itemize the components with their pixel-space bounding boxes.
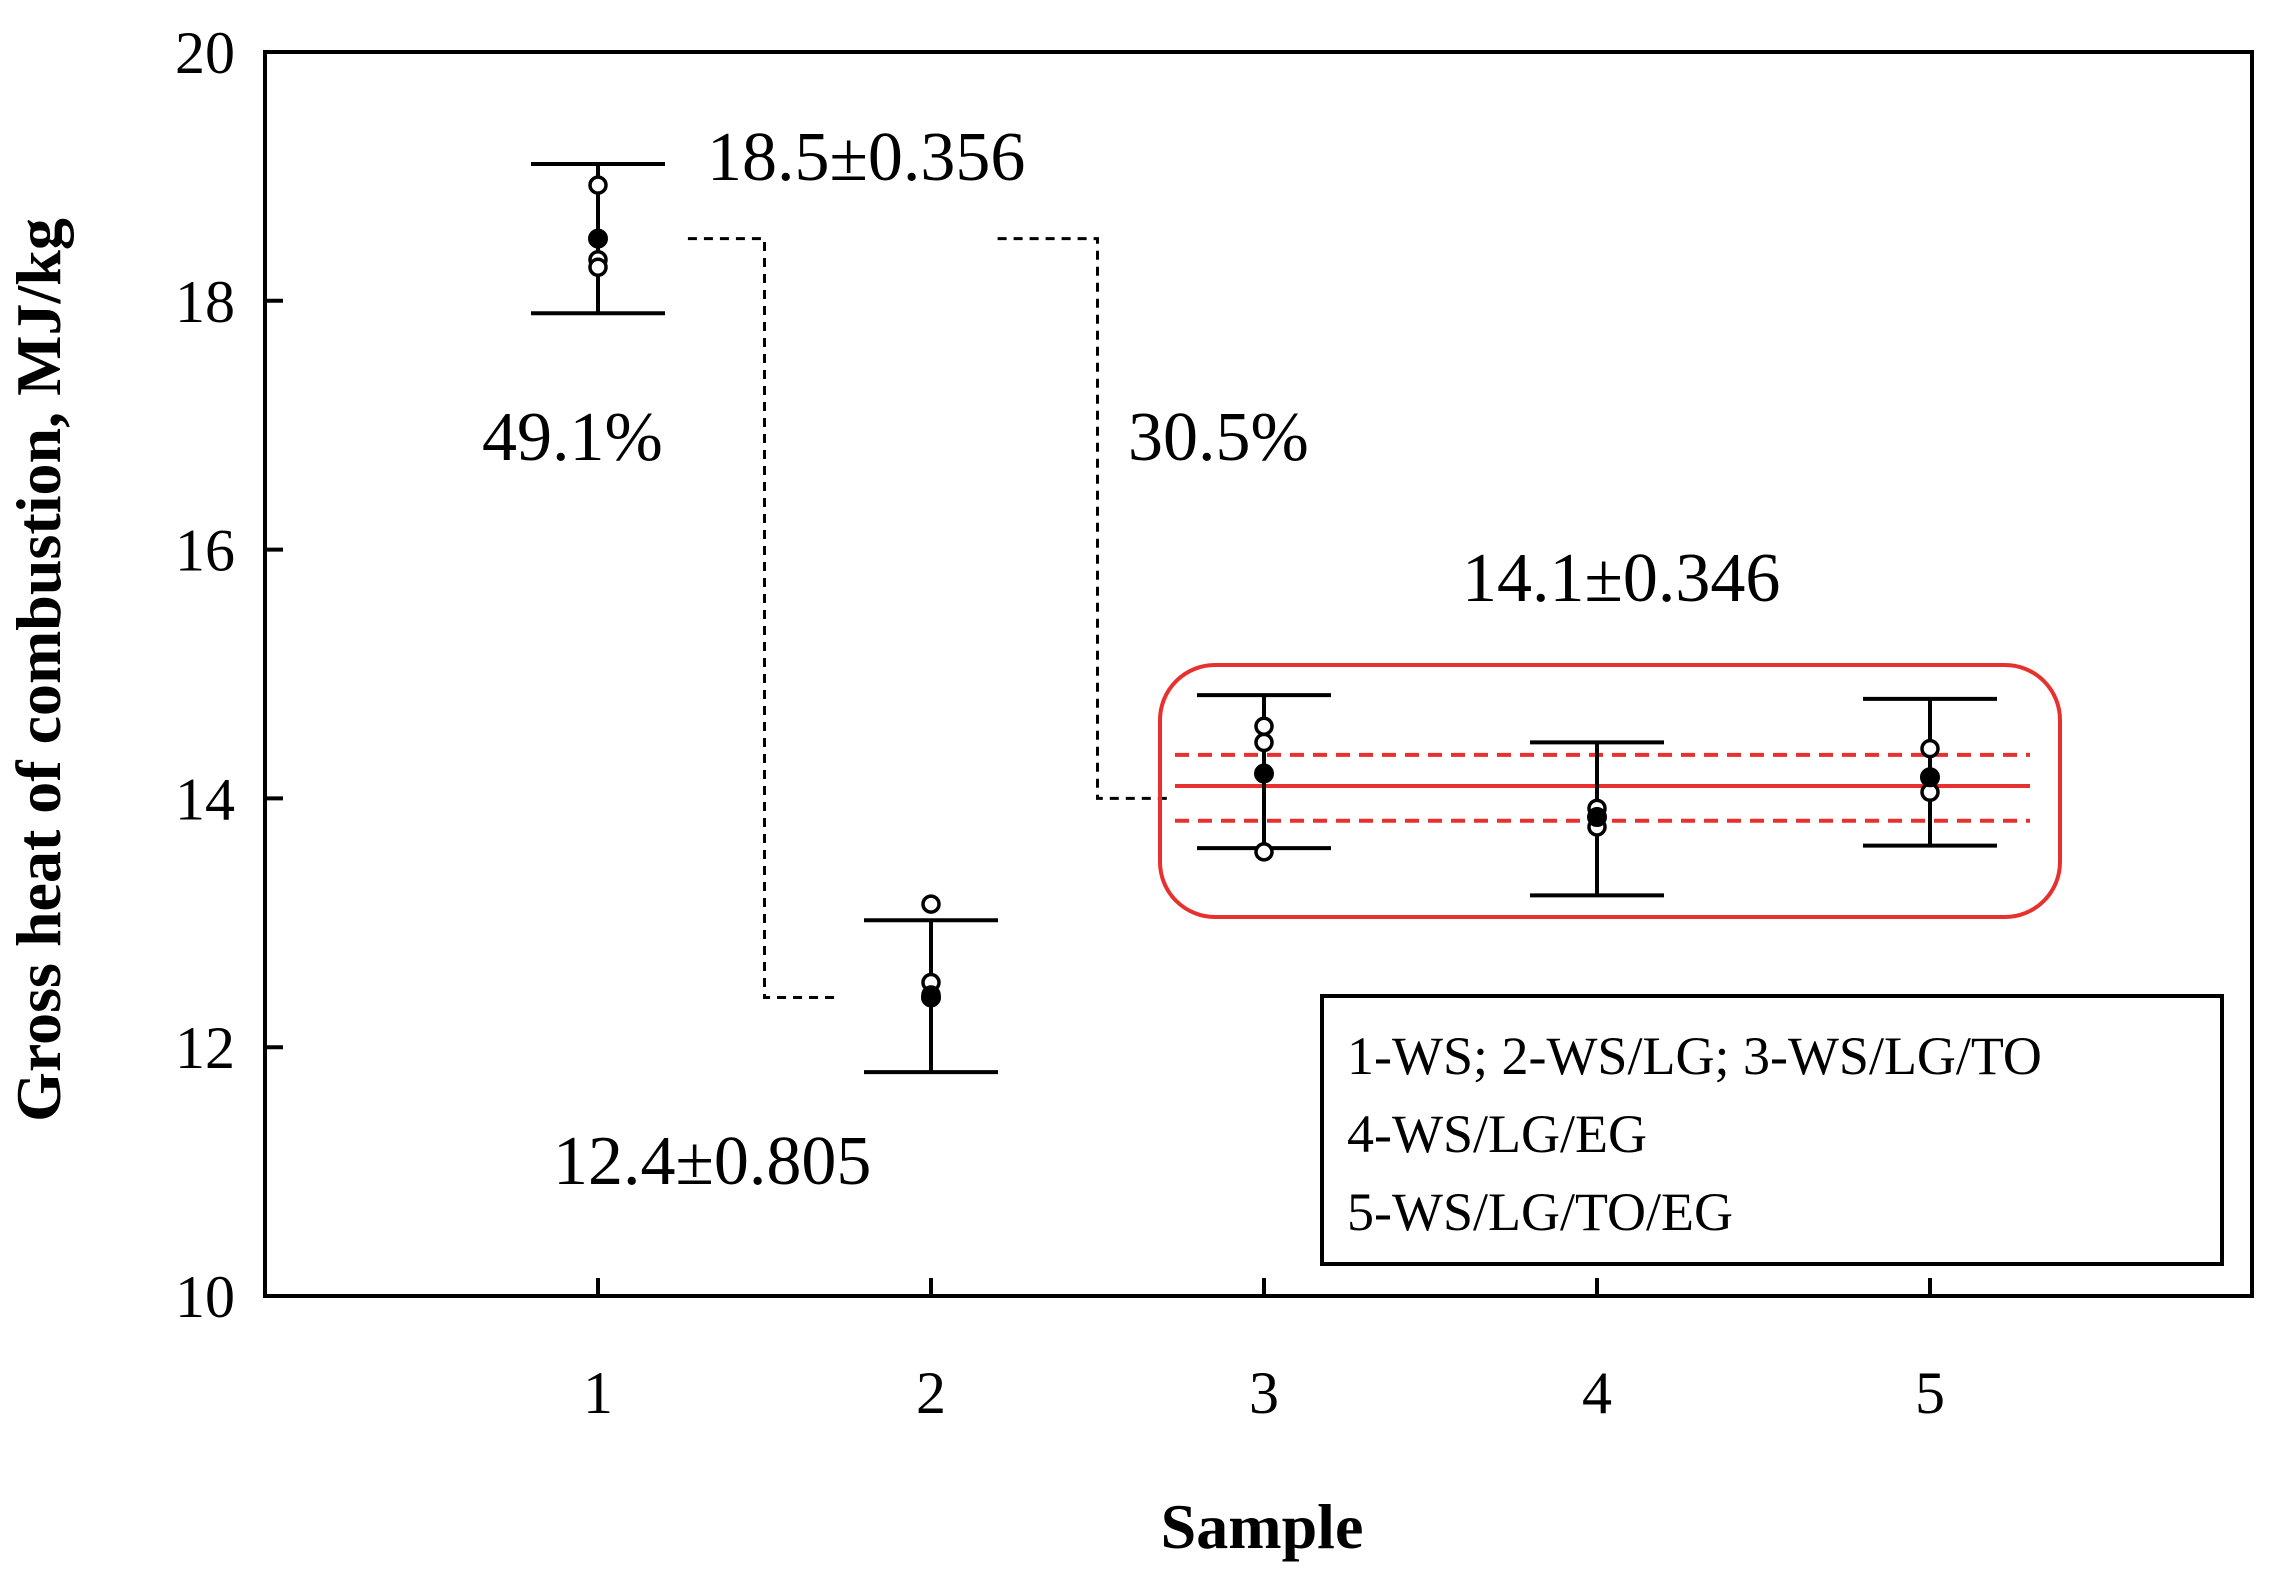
legend-box [1320, 994, 2224, 1266]
y-axis-title: Gross heat of combustion, MJ/kg [3, 218, 74, 1122]
replicate-point [588, 257, 608, 277]
legend-line-3: 5-WS/LG/TO/EG [1347, 1182, 1733, 1242]
connector-line-1 [687, 237, 838, 999]
replicate-point [588, 175, 608, 195]
x-tick-label: 1 [583, 1360, 613, 1426]
drop-label-1-2: 49.1% [482, 399, 663, 476]
sample1-mean-label: 18.5±0.356 [707, 119, 1025, 196]
group-highlight-box [1158, 663, 2062, 919]
drop-label-1-group: 30.5% [1128, 399, 1309, 476]
mean-point [1587, 807, 1607, 828]
x-tick-label: 4 [1582, 1360, 1612, 1426]
legend-line-2: 4-WS/LG/EG [1347, 1104, 1647, 1164]
replicate-point [1254, 842, 1274, 862]
legend-line-1: 1-WS; 2-WS/LG; 3-WS/LG/TO [1347, 1026, 2042, 1086]
mean-point [1254, 763, 1274, 784]
replicate-point [1920, 738, 1940, 759]
mean-point [921, 987, 941, 1008]
mean-point [1920, 767, 1940, 788]
y-tick-label: 20 [175, 20, 235, 86]
replicate-point [921, 894, 941, 914]
x-tick-label: 2 [916, 1360, 946, 1426]
y-tick-label: 16 [175, 518, 235, 584]
x-tick-label: 3 [1249, 1360, 1279, 1426]
y-tick-label: 14 [175, 766, 235, 832]
replicate-point [1254, 716, 1274, 736]
x-axis-title: Sample [1161, 1491, 1364, 1562]
x-tick-label: 5 [1915, 1360, 1945, 1426]
group-mean-label: 14.1±0.346 [1462, 540, 1780, 617]
connector-line-2 [997, 237, 1171, 800]
legend: 1-WS; 2-WS/LG; 3-WS/LG/TO 4-WS/LG/EG 5-W… [1320, 994, 2224, 1266]
sample2-mean-label: 12.4±0.805 [553, 1123, 871, 1200]
y-tick-label: 18 [175, 269, 235, 335]
y-tick-label: 10 [175, 1264, 235, 1330]
mean-point [588, 228, 608, 249]
plot-frame [263, 50, 2254, 1298]
y-tick-label: 12 [175, 1015, 235, 1081]
replicate-point [1254, 732, 1274, 753]
